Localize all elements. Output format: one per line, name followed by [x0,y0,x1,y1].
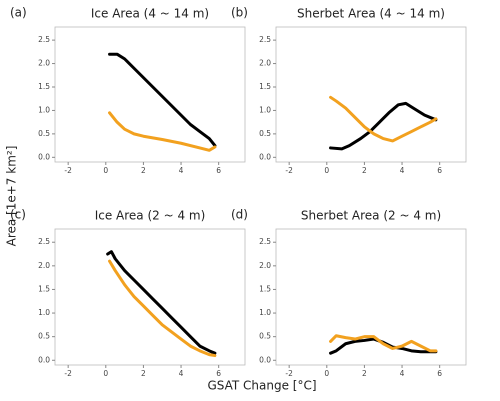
x-axis-label: GSAT Change [°C] [207,379,316,393]
y-tick-label: 2.5 [38,35,50,44]
y-tick-label: 1.0 [259,105,271,114]
x-tick-label: 4 [400,369,405,378]
y-tick-label: 2.0 [38,261,50,270]
y-tick-label: 2.5 [259,35,271,44]
panel-title: Sherbet Area (2 ~ 4 m) [301,209,441,223]
panel-title: Sherbet Area (4 ~ 14 m) [297,7,445,21]
data-line [329,101,438,151]
panel-label: (d) [231,208,248,222]
y-tick-label: 1.5 [259,82,271,91]
x-tick-label: 0 [324,369,329,378]
x-tick-label: 0 [103,369,108,378]
y-tick-label: 1.0 [38,308,50,317]
y-tick-label: 0.5 [259,332,271,341]
panel-title: Ice Area (2 ~ 4 m) [95,209,206,223]
panel-label: (c) [10,208,26,222]
y-tick-label: 1.5 [38,82,50,91]
x-tick-label: 2 [362,166,367,175]
y-tick-label: 0.0 [259,152,271,161]
y-tick-label: 2.5 [38,237,50,246]
x-tick-label: 6 [437,369,442,378]
y-tick-label: 0.0 [259,355,271,364]
data-line [329,334,438,353]
y-tick-label: 0.5 [259,129,271,138]
panel-label: (b) [231,6,248,20]
x-tick-label: 4 [400,166,405,175]
x-tick-label: 2 [141,369,146,378]
y-tick-label: 0.0 [38,355,50,364]
y-tick-label: 2.0 [38,59,50,68]
x-tick-label: 6 [216,369,221,378]
plot-frame [275,228,467,366]
data-line [108,52,217,148]
x-tick-label: -2 [285,166,293,175]
data-line [106,250,217,355]
y-tick-label: 1.5 [38,284,50,293]
panel-label: (a) [10,6,27,20]
plot-frame [275,26,467,163]
data-line [108,259,217,358]
x-tick-label: 6 [216,166,221,175]
x-tick-label: -2 [64,166,72,175]
x-tick-label: -2 [64,369,72,378]
x-tick-label: 2 [362,369,367,378]
x-tick-label: 0 [103,166,108,175]
plot-frame [54,228,246,366]
x-tick-label: 0 [324,166,329,175]
y-tick-label: 2.5 [259,237,271,246]
x-tick-label: -2 [285,369,293,378]
x-tick-label: 4 [179,166,184,175]
x-tick-label: 2 [141,166,146,175]
plot-frame [54,26,246,163]
y-axis-label: Area [1e+7 km²] [5,146,19,247]
data-line [108,111,217,152]
x-tick-label: 6 [437,166,442,175]
y-tick-label: 0.5 [38,332,50,341]
x-tick-label: 4 [179,369,184,378]
y-tick-label: 0.5 [38,129,50,138]
y-tick-label: 1.5 [259,284,271,293]
y-tick-label: 2.0 [259,261,271,270]
panel-title: Ice Area (4 ~ 14 m) [91,7,209,21]
data-line [329,95,438,143]
y-tick-label: 1.0 [259,308,271,317]
y-tick-label: 1.0 [38,105,50,114]
y-tick-label: 0.0 [38,152,50,161]
y-tick-label: 2.0 [259,59,271,68]
